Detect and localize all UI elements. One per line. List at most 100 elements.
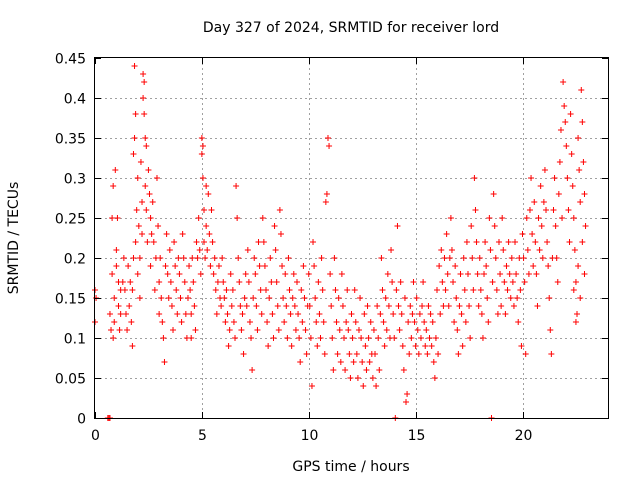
data-point <box>155 223 162 229</box>
data-point <box>308 383 315 389</box>
data-point <box>469 255 476 261</box>
data-point <box>523 215 530 221</box>
data-point <box>343 319 350 325</box>
data-point <box>410 279 417 285</box>
data-point <box>235 255 242 261</box>
data-point <box>454 327 461 333</box>
data-point <box>109 215 116 221</box>
data-point <box>453 295 460 301</box>
data-point <box>461 287 468 293</box>
data-point <box>327 271 334 277</box>
chart-title: Day 327 of 2024, SRMTID for receiver lor… <box>203 20 499 36</box>
y-tick-label: 0.05 <box>55 372 86 388</box>
data-point <box>224 311 231 317</box>
data-point <box>242 271 249 277</box>
data-point <box>376 367 383 373</box>
data-point <box>455 351 462 357</box>
data-point <box>530 263 537 269</box>
y-tick-label: 0.3 <box>64 172 86 188</box>
data-point <box>431 375 438 381</box>
data-point <box>140 71 147 77</box>
data-point <box>318 255 325 261</box>
data-point <box>430 359 437 365</box>
data-point <box>403 399 410 405</box>
data-point <box>236 279 243 285</box>
data-point <box>266 295 273 301</box>
plot-frame <box>94 57 609 419</box>
data-point <box>391 335 398 341</box>
data-point <box>579 239 586 245</box>
data-point <box>175 255 182 261</box>
data-point <box>521 279 528 285</box>
data-point <box>477 287 484 293</box>
data-point <box>215 263 222 269</box>
data-point <box>244 247 251 253</box>
data-point <box>412 343 419 349</box>
data-point <box>268 279 275 285</box>
data-point <box>553 255 560 261</box>
data-point <box>534 303 541 309</box>
data-point <box>571 247 578 253</box>
data-point <box>576 167 583 173</box>
data-point <box>335 295 342 301</box>
data-point <box>351 287 358 293</box>
data-point <box>321 351 328 357</box>
data-point <box>575 135 582 141</box>
data-point <box>538 223 545 229</box>
data-point <box>364 303 371 309</box>
data-point <box>239 311 246 317</box>
data-point <box>272 247 279 253</box>
data-point <box>363 367 370 373</box>
data-point <box>414 327 421 333</box>
data-point <box>113 247 120 253</box>
data-point <box>230 319 237 325</box>
data-point <box>579 119 586 125</box>
data-point <box>120 255 127 261</box>
data-point <box>265 343 272 349</box>
data-point <box>537 183 544 189</box>
data-point <box>124 327 131 333</box>
data-point <box>415 351 422 357</box>
data-point <box>394 223 401 229</box>
data-point <box>421 319 428 325</box>
y-tick-label: 0 <box>77 412 86 428</box>
data-point <box>203 183 210 189</box>
data-point <box>170 327 177 333</box>
data-point <box>577 295 584 301</box>
data-point <box>196 247 203 253</box>
grid <box>95 58 608 418</box>
data-point <box>510 303 517 309</box>
data-point <box>106 311 113 317</box>
data-point <box>484 295 491 301</box>
data-point <box>151 287 158 293</box>
data-point <box>177 295 184 301</box>
data-point <box>519 231 526 237</box>
data-point <box>464 271 471 277</box>
data-point <box>140 95 147 101</box>
data-point <box>476 255 483 261</box>
data-point <box>500 247 507 253</box>
y-tick-label: 0.35 <box>55 132 86 148</box>
data-point <box>572 319 579 325</box>
data-point <box>115 303 122 309</box>
data-point <box>134 175 141 181</box>
data-point <box>357 295 364 301</box>
data-point <box>205 191 212 197</box>
data-point <box>409 311 416 317</box>
data-point <box>135 223 142 229</box>
data-point <box>315 279 322 285</box>
data-point <box>333 319 340 325</box>
data-point <box>438 247 445 253</box>
data-point <box>353 351 360 357</box>
data-point <box>137 159 144 165</box>
data-point <box>441 255 448 261</box>
data-point <box>354 375 361 381</box>
data-point <box>293 279 300 285</box>
data-point <box>446 255 453 261</box>
data-point <box>359 359 366 365</box>
data-point <box>168 303 175 309</box>
data-point <box>279 263 286 269</box>
data-point <box>256 263 263 269</box>
data-point <box>388 247 395 253</box>
data-point <box>384 271 391 277</box>
